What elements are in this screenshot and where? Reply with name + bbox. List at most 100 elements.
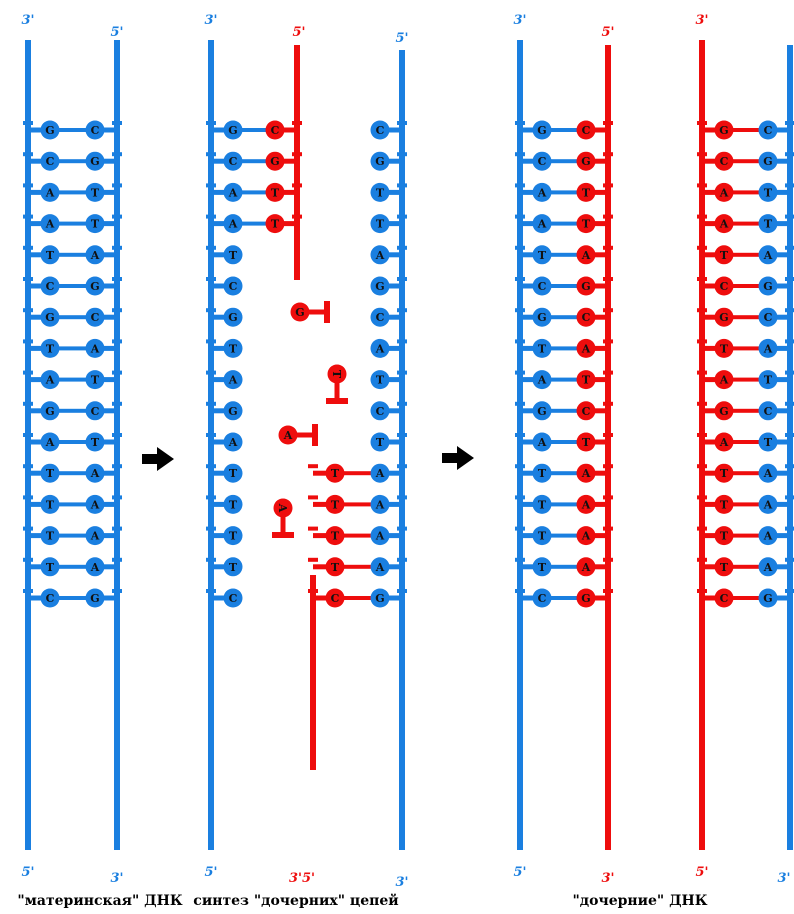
end-label-3prime-5prime: 3'5' xyxy=(289,871,315,886)
nucleotide: A xyxy=(576,557,613,577)
unpaired-nucleotide: A xyxy=(370,338,407,358)
base-letter: C xyxy=(582,124,591,137)
nucleotide: T xyxy=(576,432,613,452)
base-pair xyxy=(50,346,95,351)
nucleotide: G xyxy=(758,588,794,608)
nucleotide: T xyxy=(85,432,122,452)
base-pair xyxy=(542,252,586,257)
base-letter: A xyxy=(375,342,385,355)
base-pair xyxy=(50,284,95,288)
base-letter: A xyxy=(228,186,238,199)
base-letter: G xyxy=(375,155,384,168)
base-pair xyxy=(542,346,586,351)
base-letter: A xyxy=(581,498,591,511)
nucleotide: T xyxy=(23,463,60,483)
base-letter: C xyxy=(582,311,591,324)
base-letter: G xyxy=(581,155,590,168)
nucleotide: G xyxy=(515,401,552,421)
nucleotide: T xyxy=(23,494,60,514)
base-letter: G xyxy=(90,155,99,168)
nucleotide: G xyxy=(85,588,122,608)
base-letter: G xyxy=(90,592,99,605)
base-letter: G xyxy=(537,405,546,418)
unpaired-nucleotide: G xyxy=(370,276,407,296)
unpaired-nucleotide: T xyxy=(206,463,243,483)
base-letter: G xyxy=(763,280,772,293)
old-strand-a xyxy=(517,40,523,850)
base-pair xyxy=(542,564,586,569)
base-letter: A xyxy=(276,503,289,513)
base-letter: C xyxy=(764,311,773,324)
end-label-3prime: 3' xyxy=(204,13,217,28)
nucleotide: A xyxy=(85,526,122,546)
base-letter: A xyxy=(375,561,385,574)
base-pair xyxy=(233,159,275,164)
nucleotide: T xyxy=(265,182,302,202)
nucleotide: G xyxy=(758,276,794,296)
unpaired-nucleotide: C xyxy=(206,276,243,296)
end-label-5prime: 5' xyxy=(395,31,408,46)
nucleotide: C xyxy=(85,401,122,421)
base-letter: G xyxy=(45,311,54,324)
base-letter: T xyxy=(229,467,238,480)
nucleotide: A xyxy=(758,338,794,358)
base-letter: T xyxy=(764,186,773,199)
nucleotide: G xyxy=(23,120,60,140)
base-letter: C xyxy=(46,592,55,605)
free-nucleotide: T xyxy=(326,364,348,404)
old-strand-b xyxy=(787,45,793,850)
end-label-5prime: 5' xyxy=(601,25,614,40)
unpaired-nucleotide: G xyxy=(370,151,407,171)
base-letter: C xyxy=(271,124,280,137)
base-letter: T xyxy=(229,249,238,262)
base-letter: A xyxy=(90,249,100,262)
nucleotide: C xyxy=(576,307,613,327)
base-letter: G xyxy=(719,311,728,324)
base-letter: C xyxy=(538,155,547,168)
nucleotide: T xyxy=(515,338,552,358)
nucleotide: A xyxy=(515,214,552,234)
base-letter: T xyxy=(46,467,55,480)
base-letter: A xyxy=(537,436,547,449)
new-strand-a xyxy=(605,45,611,850)
base-letter: T xyxy=(720,467,729,480)
nucleotide: G xyxy=(697,401,734,421)
nucleotide: C xyxy=(758,307,794,327)
base-letter: C xyxy=(764,405,773,418)
nucleotide: G xyxy=(697,120,734,140)
nucleotide: T xyxy=(576,214,613,234)
base-letter: A xyxy=(537,218,547,231)
base-letter: G xyxy=(581,280,590,293)
base-letter: C xyxy=(331,592,340,605)
base-letter: G xyxy=(295,306,304,319)
end-label-3prime: 3' xyxy=(777,871,790,886)
base-pair xyxy=(50,159,95,164)
base-letter: A xyxy=(90,342,100,355)
unpaired-nucleotide: C xyxy=(370,401,407,421)
base-letter: A xyxy=(581,342,591,355)
unpaired-nucleotide: T xyxy=(370,432,407,452)
nucleotide: C xyxy=(23,151,60,171)
nucleotide: G xyxy=(515,120,552,140)
nucleotide: A xyxy=(370,494,407,514)
base-pair xyxy=(542,315,586,320)
base-letter: C xyxy=(376,405,385,418)
nucleotide: A xyxy=(515,432,552,452)
nucleotide: T xyxy=(23,245,60,265)
strand-end-labels: 3'5'5' 3'3'5' 5'5' 3'5' 3'3'5'3'5' 3' 5' 3' xyxy=(21,13,790,890)
base-letter: G xyxy=(45,405,54,418)
nucleotide: C xyxy=(697,276,734,296)
nucleotide: A xyxy=(515,182,552,202)
nucleotide: T xyxy=(515,463,552,483)
base-letter: C xyxy=(582,405,591,418)
base-letter: T xyxy=(91,186,100,199)
base-letter: A xyxy=(763,498,773,511)
base-letter: A xyxy=(581,249,591,262)
base-pair xyxy=(335,471,380,476)
base-letter: A xyxy=(581,467,591,480)
base-pair xyxy=(50,252,95,257)
end-label-5prime: 5' xyxy=(292,25,305,40)
unpaired-nucleotide: G xyxy=(206,307,243,327)
base-pair xyxy=(233,190,275,195)
